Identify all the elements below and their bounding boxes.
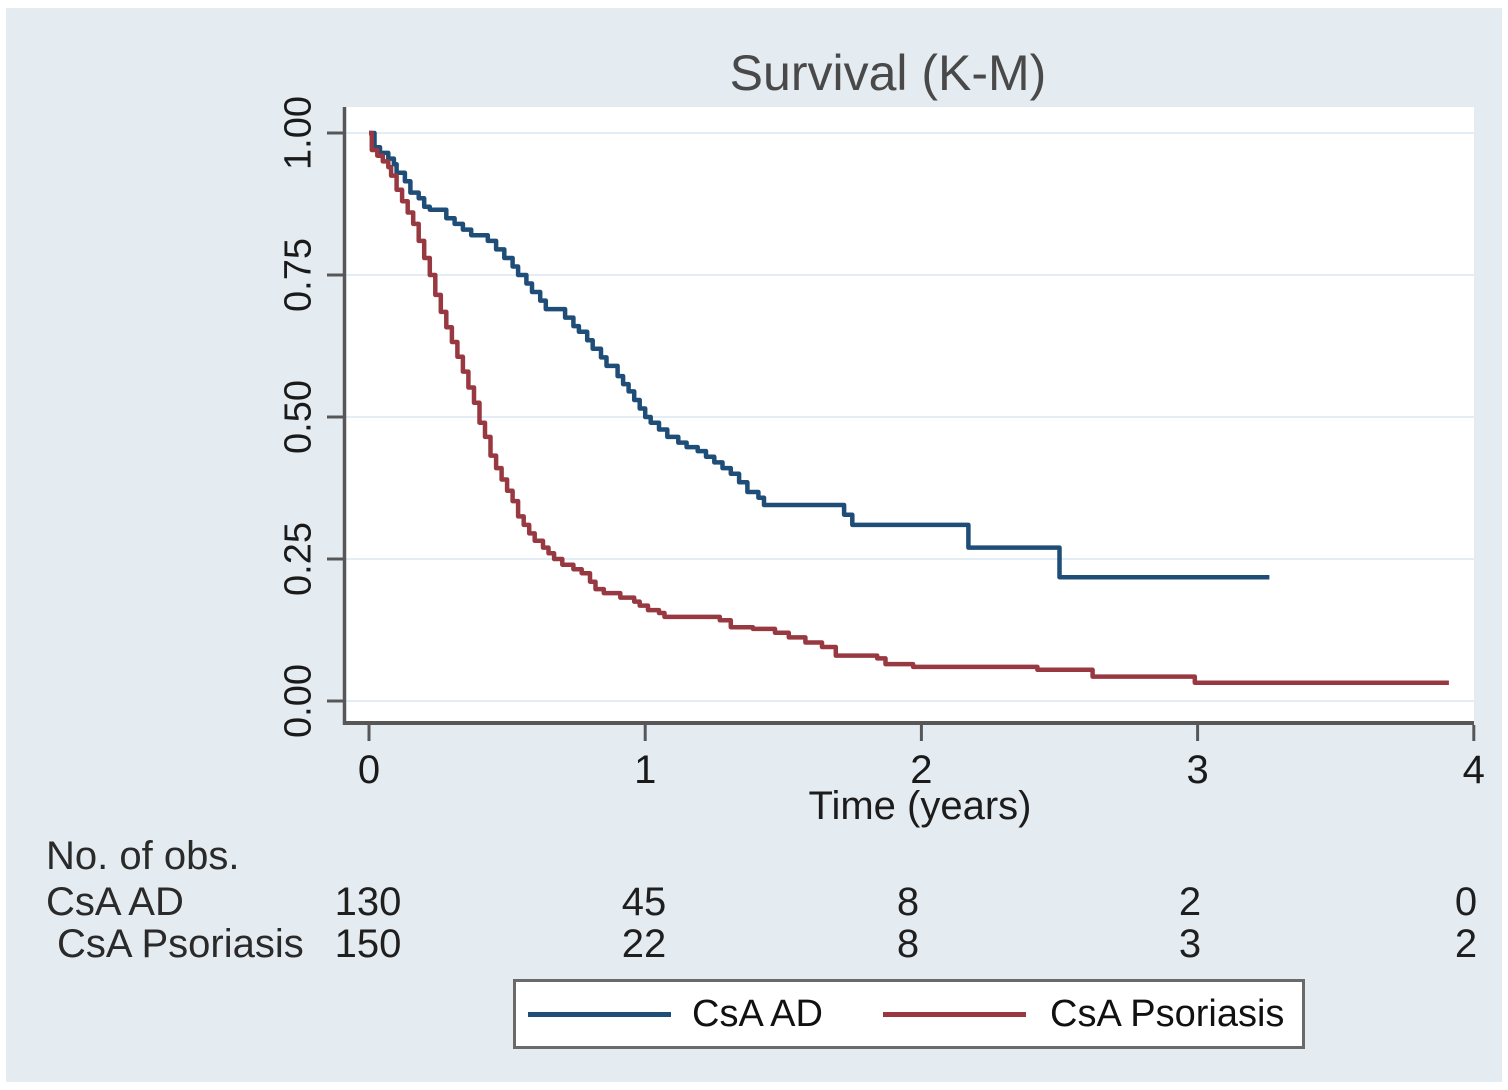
legend-label-csa-ad: CsA AD — [692, 993, 823, 1035]
legend-box: CsA AD CsA Psoriasis — [513, 979, 1305, 1049]
risk-count: 2 — [1178, 880, 1202, 924]
x-axis-title: Time (years) — [808, 784, 1032, 828]
risk-table-header: No. of obs. — [46, 834, 240, 878]
km-curve-csa-psoriasis — [369, 130, 1449, 686]
risk-count: 45 — [621, 880, 667, 924]
x-tick-label: 1 — [634, 748, 657, 792]
legend-line-csa-psoriasis — [883, 1012, 1026, 1017]
risk-count: 22 — [621, 922, 667, 966]
risk-row-label-csa-ad: CsA AD — [46, 880, 184, 924]
x-tick-label: 0 — [357, 748, 381, 792]
risk-count: 150 — [334, 922, 402, 966]
risk-row-label-csa-psoriasis: CsA Psoriasis — [57, 922, 304, 966]
risk-count: 0 — [1454, 880, 1478, 924]
legend-line-csa-ad — [528, 1012, 671, 1017]
y-tick-label: 0.00 — [277, 664, 320, 738]
y-tick-label: 0.75 — [277, 238, 320, 312]
risk-count: 8 — [896, 922, 920, 966]
x-tick-label: 3 — [1186, 748, 1209, 792]
y-tick-label: 0.25 — [277, 522, 320, 596]
risk-count: 130 — [334, 880, 402, 924]
legend-label-csa-psoriasis: CsA Psoriasis — [1050, 993, 1285, 1035]
x-tick-label: 4 — [1462, 748, 1485, 792]
risk-count: 2 — [1454, 922, 1478, 966]
x-tick-label: 2 — [910, 748, 933, 792]
chart-title: Survival (K-M) — [729, 45, 1047, 101]
risk-count: 3 — [1178, 922, 1202, 966]
plot-area — [343, 107, 1474, 723]
km-curve-csa-ad — [369, 130, 1270, 580]
y-tick-label: 0.50 — [277, 380, 320, 454]
y-tick-label: 1.00 — [277, 96, 320, 170]
risk-count: 8 — [896, 880, 920, 924]
